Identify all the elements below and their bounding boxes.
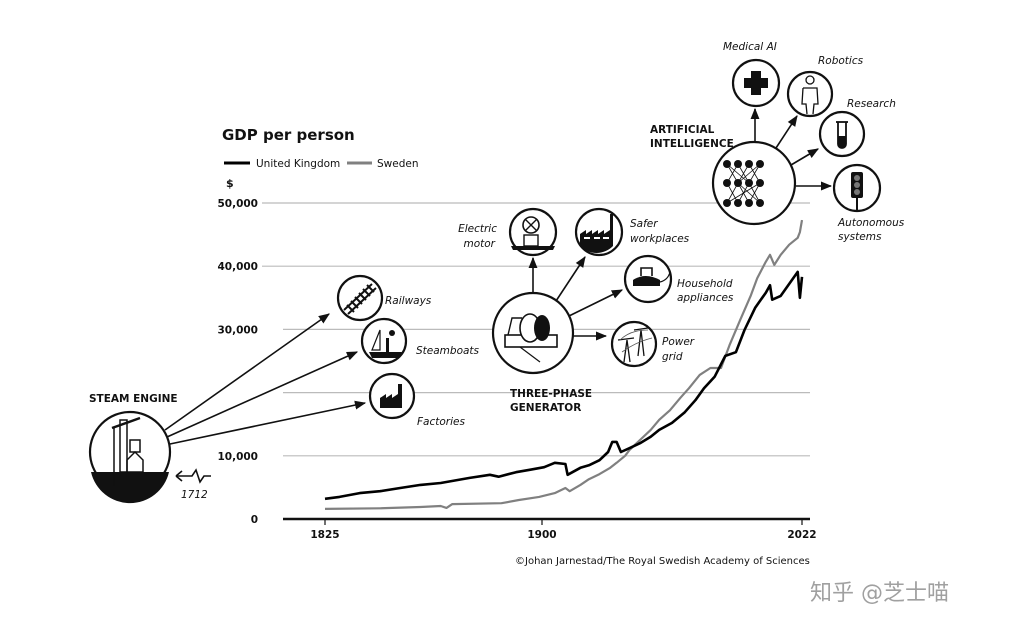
y-tick-label: 10,000	[217, 451, 258, 463]
legend-label-sweden: Sweden	[377, 158, 419, 170]
y-tick-label: 50,000	[217, 198, 258, 210]
generator-title-line2: GENERATOR	[510, 402, 581, 414]
y-tick-labels: 0 10,000 30,000 40,000 50,000	[217, 198, 258, 526]
power-grid-icon	[610, 320, 658, 368]
arrow-research	[790, 148, 819, 166]
autonomous-label-line1: Autonomous	[837, 217, 905, 229]
timeline-break-icon	[176, 468, 211, 484]
electric-motor-label-line2: motor	[463, 238, 495, 250]
y-tick-label: 40,000	[217, 261, 258, 273]
railways-icon	[336, 274, 384, 322]
series-line-sweden	[324, 219, 804, 510]
robotics-label: Robotics	[818, 55, 864, 67]
y-tick-label: 0	[251, 514, 258, 526]
test-tube-icon	[818, 110, 866, 158]
ai-title-line1: ARTIFICIAL	[650, 124, 715, 136]
arrow-household-appliances	[568, 289, 624, 317]
research-label: Research	[847, 98, 896, 110]
autonomous-label-line2: systems	[838, 231, 882, 243]
safer-workplaces-icon	[574, 207, 624, 257]
robot-icon	[786, 70, 834, 118]
x-tick-labels: 1825 1900 2022	[310, 519, 817, 541]
x-tick-label: 1900	[527, 529, 556, 541]
arrow-steamboats	[166, 351, 359, 438]
electric-motor-icon	[508, 207, 558, 257]
steam-engine-title: STEAM ENGINE	[89, 393, 178, 405]
steam-engine-icon	[88, 410, 172, 504]
arrow-safer-workplaces	[555, 256, 586, 302]
chart-title: GDP per person	[222, 126, 355, 144]
y-axis-unit: $	[226, 177, 234, 190]
power-grid-label-line1: Power	[662, 336, 695, 348]
steamboats-label: Steamboats	[416, 345, 480, 357]
safer-workplaces-label-line2: workplaces	[630, 233, 690, 245]
generator-icon	[491, 291, 575, 375]
traffic-light-icon	[832, 163, 882, 213]
medical-ai-label: Medical AI	[723, 41, 777, 53]
image-credit: ©Johan Jarnestad/The Royal Swedish Acade…	[515, 556, 810, 567]
x-tick-label: 2022	[787, 529, 816, 541]
legend-label-uk: United Kingdom	[256, 158, 340, 170]
series-lines	[324, 219, 804, 510]
generator-title-line1: THREE-PHASE	[510, 388, 592, 400]
safer-workplaces-label-line1: Safer	[630, 218, 658, 230]
arrow-left-icon	[175, 470, 183, 482]
household-appliances-label-line2: appliances	[677, 292, 734, 304]
arrow-factories	[169, 400, 367, 445]
factory-icon	[368, 372, 416, 420]
x-tick-label: 1825	[310, 529, 339, 541]
watermark: 知乎 @芝士喵	[810, 581, 949, 606]
medical-cross-icon	[731, 58, 781, 108]
iron-appliance-icon	[623, 254, 673, 304]
power-grid-label-line2: grid	[662, 351, 683, 363]
household-appliances-label-line1: Household	[677, 278, 733, 290]
arrow-robotics	[775, 115, 798, 149]
factories-label: Factories	[417, 416, 465, 428]
neural-network-icon	[711, 140, 797, 226]
electric-motor-label-line1: Electric	[458, 223, 497, 235]
ai-title-line2: INTELLIGENCE	[650, 138, 734, 150]
series-line-united-kingdom	[324, 270, 804, 501]
steam-engine-year: 1712	[181, 489, 208, 501]
railways-label: Railways	[385, 295, 432, 307]
steamboat-icon	[360, 317, 408, 365]
y-tick-label: 30,000	[217, 324, 258, 336]
arrow-railways	[164, 313, 330, 431]
